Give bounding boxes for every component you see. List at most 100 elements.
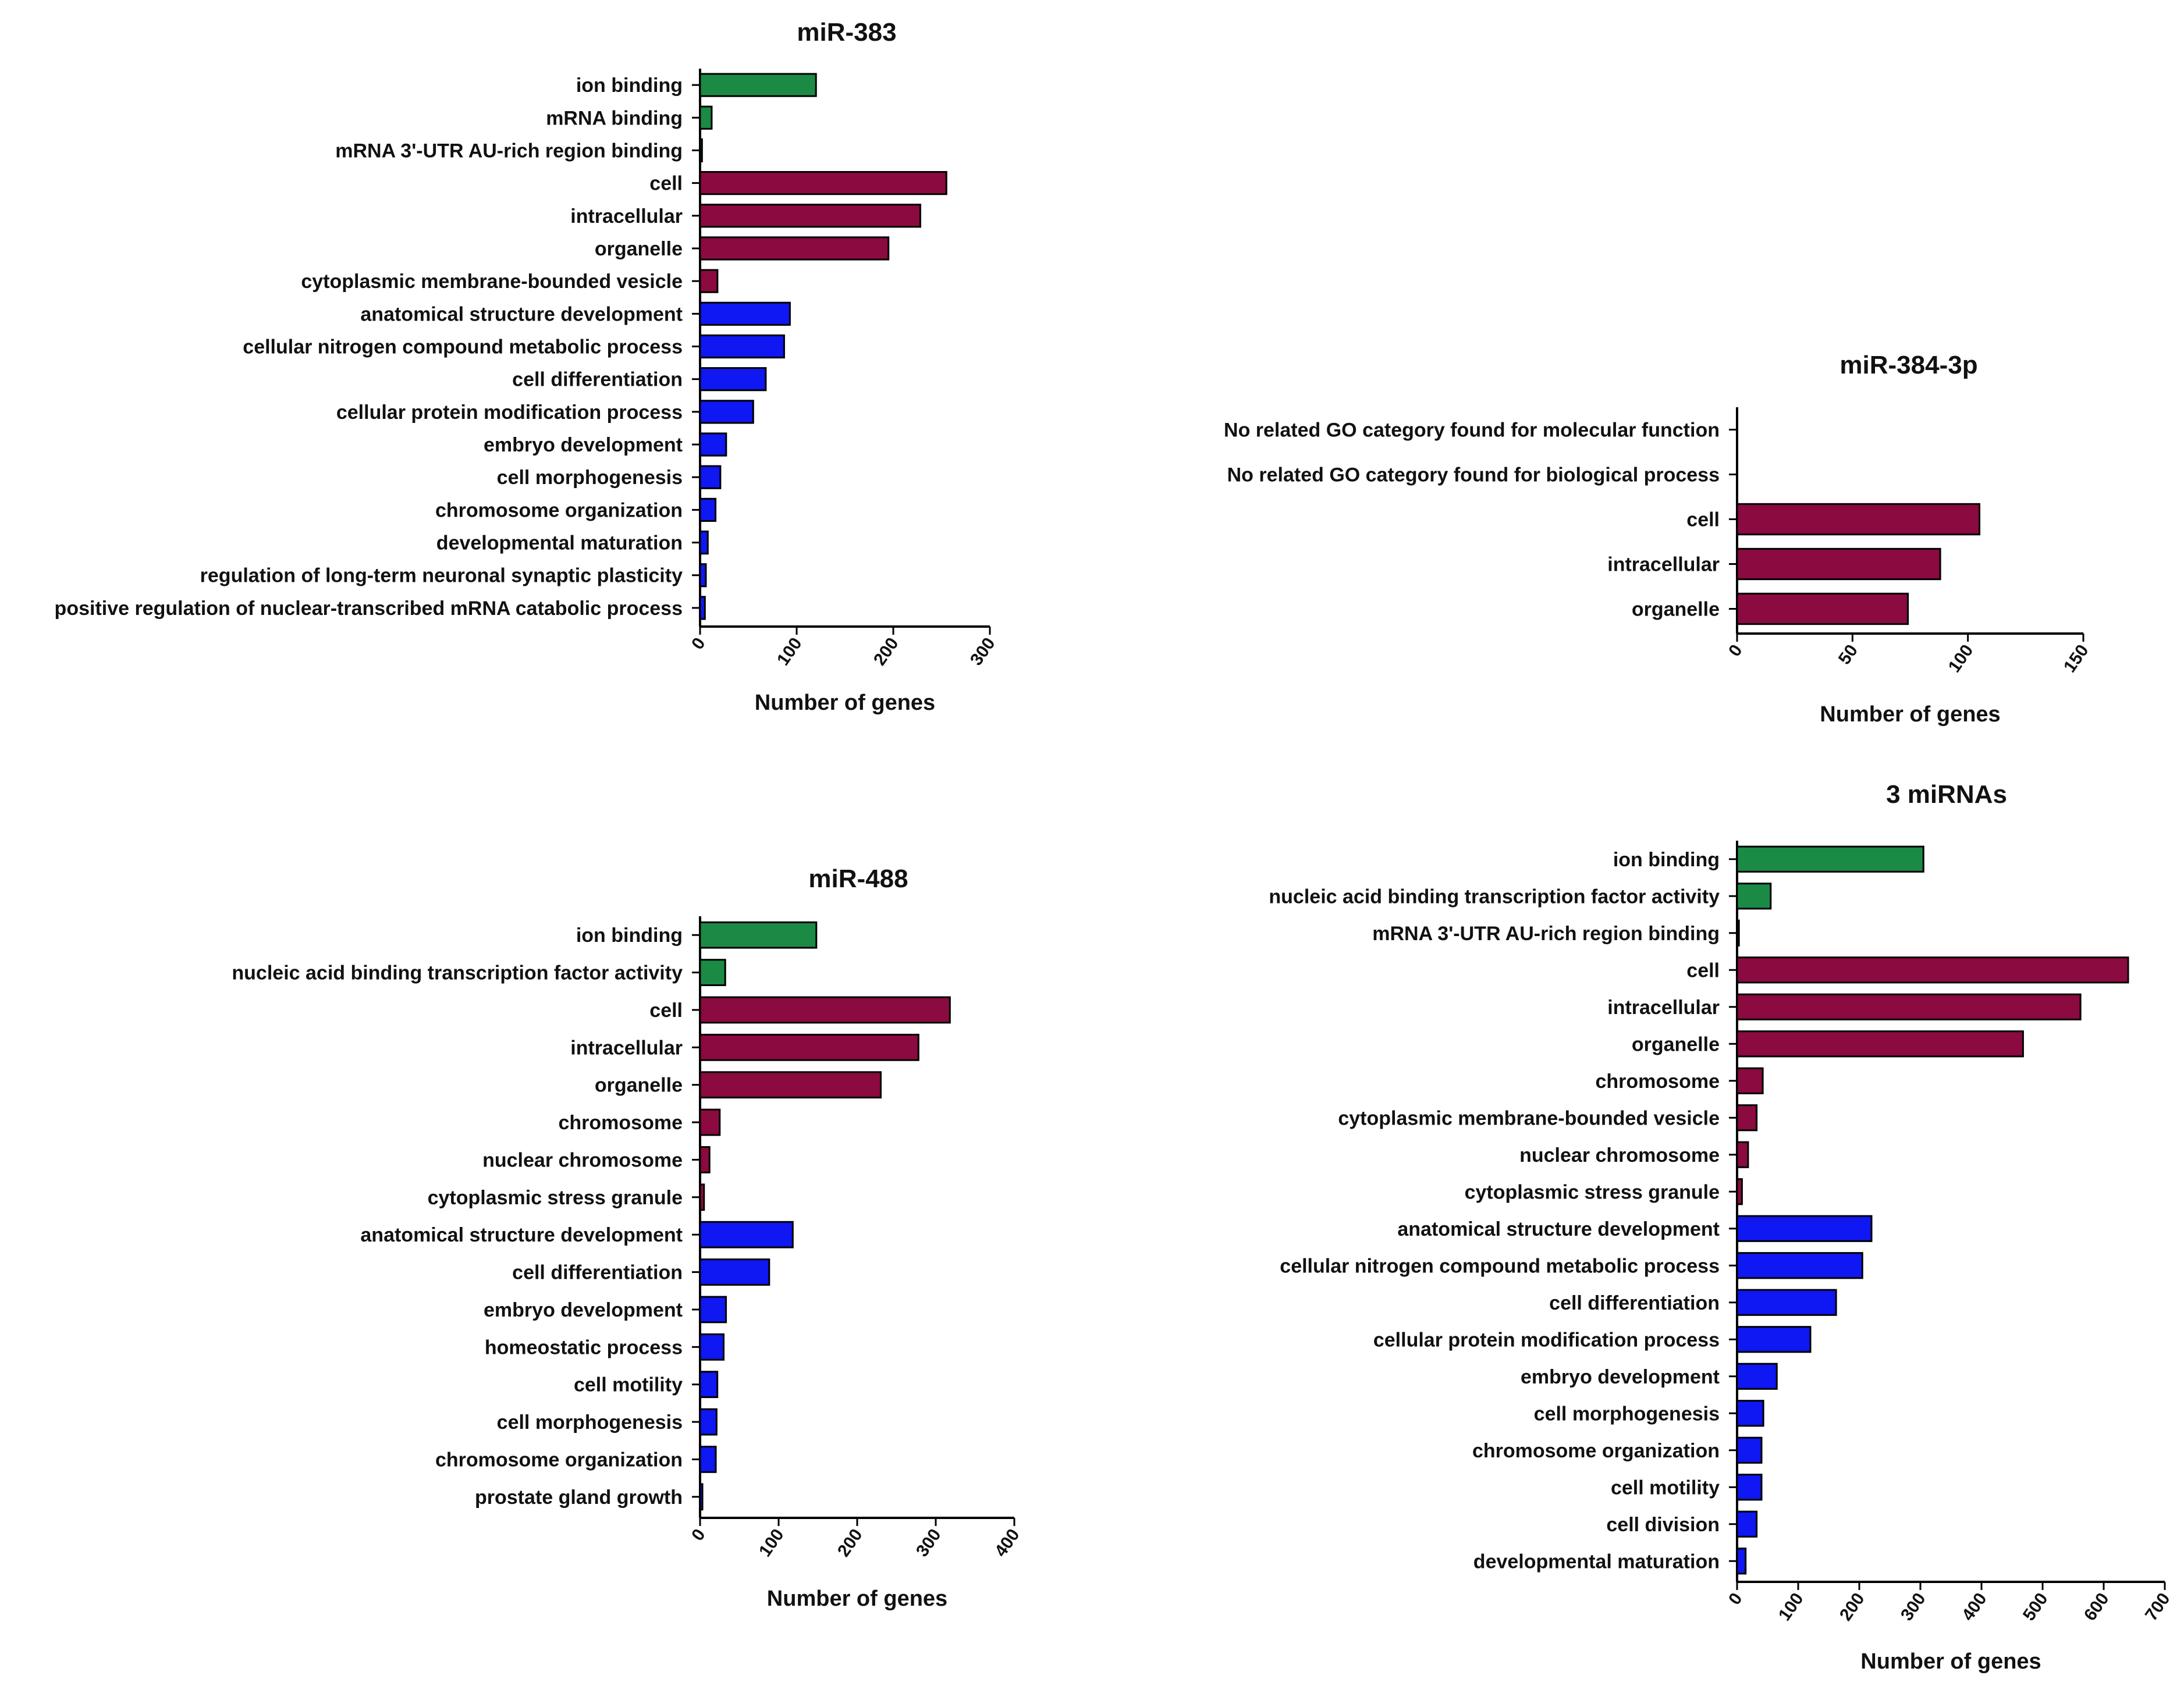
- x-tick-label: 150: [2060, 641, 2093, 676]
- category-label-prostate-gland-growth: prostate gland growth: [475, 1486, 683, 1509]
- x-tick-label: 400: [991, 1525, 1024, 1560]
- bar-cell: [1736, 503, 1980, 536]
- category-label-cellular-nitrogen-compound-metabolic-process: cellular nitrogen compound metabolic pro…: [1280, 1255, 1720, 1277]
- bar-anatomical-structure-development: [699, 301, 791, 326]
- category-label-cell-morphogenesis: cell morphogenesis: [497, 467, 683, 489]
- x-tick-label: 0: [1725, 1589, 1746, 1609]
- bar-ion-binding: [699, 73, 817, 97]
- category-label-organelle: organelle: [1632, 599, 1720, 621]
- bar-mrna-3-utr-au-rich-region-binding: [1736, 919, 1740, 947]
- bar-intracellular: [1736, 993, 2082, 1020]
- bar-cell-division: [1736, 1510, 1758, 1538]
- category-label-cytoplasmic-stress-granule: cytoplasmic stress granule: [428, 1187, 683, 1209]
- bar-organelle: [1736, 592, 1909, 625]
- category-label-embryo-development: embryo development: [484, 1299, 683, 1321]
- category-label-ion-binding: ion binding: [576, 74, 683, 97]
- bar-anatomical-structure-development: [1736, 1215, 1873, 1242]
- category-label-no-related-go-category-found-for-biological-process: No related GO category found for biologi…: [1227, 464, 1720, 486]
- bar-mrna-binding: [699, 105, 713, 130]
- category-label-ion-binding: ion binding: [576, 924, 683, 947]
- bar-ion-binding: [1736, 845, 1924, 873]
- x-tick-label: 500: [2019, 1589, 2052, 1624]
- bar-chromosome-organization: [699, 1446, 717, 1473]
- category-label-cellular-protein-modification-process: cellular protein modification process: [336, 401, 683, 424]
- category-label-regulation-of-long-term-neuronal-synaptic-plasticity: regulation of long-term neuronal synapti…: [200, 565, 683, 587]
- bar-anatomical-structure-development: [699, 1221, 794, 1249]
- category-label-organelle: organelle: [1632, 1033, 1720, 1055]
- category-label-cell-differentiation: cell differentiation: [1549, 1292, 1720, 1314]
- bar-developmental-maturation: [1736, 1548, 1747, 1575]
- category-label-cellular-nitrogen-compound-metabolic-process: cellular nitrogen compound metabolic pro…: [243, 336, 683, 358]
- bar-developmental-maturation: [699, 530, 709, 555]
- bar-cell-differentiation: [699, 1258, 770, 1286]
- category-label-chromosome-organization: chromosome organization: [435, 499, 683, 521]
- bar-nucleic-acid-binding-transcription-factor-activity: [699, 959, 726, 986]
- category-label-mrna-binding: mRNA binding: [546, 107, 683, 129]
- bar-intracellular: [699, 1033, 919, 1061]
- bar-cytoplasmic-stress-granule: [699, 1183, 705, 1211]
- bar-prostate-gland-growth: [699, 1483, 704, 1511]
- category-label-cell-differentiation: cell differentiation: [512, 369, 683, 391]
- x-tick-label: 300: [1897, 1589, 1930, 1624]
- x-tick-label: 300: [967, 634, 999, 669]
- category-label-nuclear-chromosome: nuclear chromosome: [1519, 1144, 1720, 1166]
- x-tick-label: 100: [1775, 1589, 1807, 1624]
- category-label-cell-motility: cell motility: [1611, 1477, 1720, 1499]
- bar-cell-morphogenesis: [699, 1408, 718, 1436]
- bar-embryo-development: [699, 1296, 727, 1324]
- bar-regulation-of-long-term-neuronal-synaptic-plasticity: [699, 563, 707, 588]
- category-label-positive-regulation-of-nuclear-transcribed-mrna-catabolic-process: positive regulation of nuclear-transcrib…: [55, 597, 683, 620]
- x-tick-label: 200: [870, 634, 903, 669]
- category-label-chromosome: chromosome: [1596, 1070, 1720, 1093]
- bar-mrna-3-utr-au-rich-region-binding: [699, 138, 703, 163]
- category-label-intracellular: intracellular: [570, 1037, 683, 1059]
- bar-cytoplasmic-membrane-bounded-vesicle: [1736, 1104, 1758, 1132]
- category-label-cytoplasmic-stress-granule: cytoplasmic stress granule: [1465, 1181, 1720, 1203]
- bar-cell-motility: [699, 1371, 719, 1399]
- x-tick-label: 600: [2080, 1589, 2113, 1624]
- bar-nuclear-chromosome: [1736, 1141, 1749, 1168]
- bar-nucleic-acid-binding-transcription-factor-activity: [1736, 883, 1772, 910]
- x-tick-label: 50: [1835, 641, 1862, 668]
- category-label-developmental-maturation: developmental maturation: [1473, 1550, 1720, 1573]
- bar-cell-morphogenesis: [699, 465, 722, 489]
- bar-intracellular: [1736, 547, 1941, 581]
- category-label-mrna-3-utr-au-rich-region-binding: mRNA 3'-UTR AU-rich region binding: [335, 140, 683, 162]
- chart-mir-384-3p: miR-384-3p No related GO category found f…: [1224, 351, 2093, 727]
- category-label-mrna-3-utr-au-rich-region-binding: mRNA 3'-UTR AU-rich region binding: [1372, 923, 1720, 945]
- category-label-organelle: organelle: [595, 238, 683, 260]
- category-label-ion-binding: ion binding: [1613, 849, 1720, 871]
- category-label-embryo-development: embryo development: [484, 434, 683, 456]
- category-label-nucleic-acid-binding-transcription-factor-activity: nucleic acid binding transcription facto…: [232, 962, 683, 984]
- bar-cellular-nitrogen-compound-metabolic-process: [1736, 1252, 1863, 1279]
- category-label-no-related-go-category-found-for-molecular-function: No related GO category found for molecul…: [1224, 419, 1720, 442]
- chart-3-mirnas: 3 miRNAs ion binding nucleic acid binding …: [1269, 780, 2174, 1674]
- category-label-anatomical-structure-development: anatomical structure development: [360, 1224, 683, 1246]
- category-label-intracellular: intracellular: [1607, 554, 1720, 576]
- category-label-cell-morphogenesis: cell morphogenesis: [497, 1411, 683, 1434]
- chart-title: miR-383: [797, 18, 896, 47]
- chart-mir-383: miR-383 ion binding mRNA binding mRNA 3'-UT…: [55, 18, 999, 715]
- x-tick-label: 700: [2142, 1589, 2174, 1624]
- category-label-nuclear-chromosome: nuclear chromosome: [482, 1149, 683, 1171]
- x-tick-label: 0: [688, 1525, 709, 1545]
- bar-embryo-development: [1736, 1363, 1778, 1390]
- bar-homeostatic-process: [699, 1333, 725, 1361]
- bar-cell-differentiation: [699, 367, 767, 392]
- bar-intracellular: [699, 204, 921, 228]
- bar-chromosome: [1736, 1067, 1764, 1094]
- x-tick-label: 200: [834, 1525, 867, 1560]
- bar-cytoplasmic-membrane-bounded-vesicle: [699, 269, 719, 293]
- category-label-cellular-protein-modification-process: cellular protein modification process: [1373, 1329, 1720, 1351]
- category-label-intracellular: intracellular: [570, 205, 683, 227]
- category-label-homeostatic-process: homeostatic process: [485, 1336, 683, 1358]
- category-label-cell-differentiation: cell differentiation: [512, 1262, 683, 1284]
- bar-positive-regulation-of-nuclear-transcribed-mrna-catabolic-process: [699, 596, 706, 620]
- x-tick-label: 400: [1958, 1589, 1991, 1624]
- bar-ion-binding: [699, 921, 818, 949]
- bar-chromosome-organization: [1736, 1436, 1763, 1464]
- bar-cellular-protein-modification-process: [699, 400, 754, 424]
- bar-cytoplasmic-stress-granule: [1736, 1178, 1743, 1205]
- x-tick-label: 0: [688, 634, 709, 653]
